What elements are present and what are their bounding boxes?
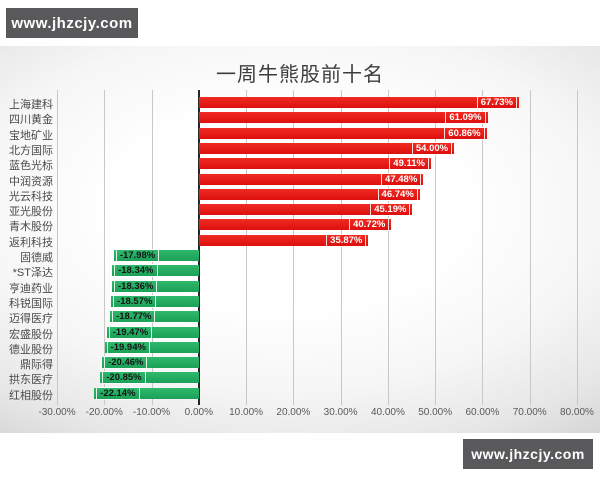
gridline bbox=[57, 90, 58, 405]
value-label: -19.47% bbox=[108, 325, 153, 339]
category-label: 红相股份 bbox=[9, 389, 53, 402]
watermark-text: www.jhzcjy.com bbox=[471, 446, 585, 462]
bar-gain bbox=[198, 234, 369, 246]
category-label: 固德威 bbox=[20, 252, 53, 264]
gridline bbox=[435, 90, 437, 405]
gridline bbox=[577, 90, 578, 405]
bar-loss bbox=[110, 311, 199, 323]
value-label: 47.48% bbox=[381, 172, 422, 186]
bar-loss bbox=[106, 326, 199, 338]
category-label: *ST泽达 bbox=[12, 267, 53, 280]
value-label: -18.77% bbox=[112, 310, 156, 324]
category-label: 拱东医疗 bbox=[9, 374, 53, 387]
gridline bbox=[151, 90, 153, 405]
category-label: 科锐国际 bbox=[9, 297, 53, 310]
bar-loss bbox=[113, 250, 199, 261]
value-label: -18.34% bbox=[114, 264, 158, 278]
watermark-bottom-right: www.jhzcjy.com bbox=[463, 439, 593, 469]
bar-loss bbox=[104, 341, 199, 353]
value-label: -22.14% bbox=[96, 386, 140, 400]
category-label: 中润资源 bbox=[9, 175, 53, 188]
gridline bbox=[104, 90, 106, 405]
x-axis-tick-label: 60.00% bbox=[465, 407, 500, 418]
chart-title: 一周牛熊股前十名 bbox=[216, 64, 384, 86]
x-axis-tick-label: 0.00% bbox=[184, 407, 213, 418]
bar-gain bbox=[198, 97, 519, 108]
category-label: 四川黄金 bbox=[9, 114, 53, 127]
category-label: 亚光股份 bbox=[9, 206, 53, 219]
bar-loss bbox=[102, 357, 199, 369]
value-label: 35.87% bbox=[326, 233, 367, 247]
bar-gain bbox=[198, 158, 431, 170]
category-label: 上海建科 bbox=[9, 99, 53, 111]
x-axis-tick-label: 20.00% bbox=[276, 407, 311, 418]
x-axis-tick-label: -30.00% bbox=[38, 407, 76, 418]
bar-gain bbox=[198, 127, 487, 139]
bar-loss bbox=[111, 295, 199, 307]
category-label: 亨迪药业 bbox=[9, 282, 53, 295]
value-label: -19.94% bbox=[106, 340, 150, 354]
gridline bbox=[482, 90, 484, 405]
gridline bbox=[293, 90, 295, 405]
value-label: -20.46% bbox=[104, 356, 148, 370]
bar-gain bbox=[198, 204, 413, 216]
category-label: 青木股份 bbox=[9, 221, 53, 234]
watermark-text: www.jhzcjy.com bbox=[11, 14, 133, 32]
category-label: 宏盛股份 bbox=[9, 328, 53, 341]
x-axis-tick-label: 80.00% bbox=[560, 407, 594, 418]
value-label: 54.00% bbox=[411, 141, 453, 155]
bar-loss bbox=[112, 280, 199, 292]
value-label: 61.09% bbox=[445, 111, 486, 125]
bar-gain bbox=[198, 188, 420, 200]
category-label: 光云科技 bbox=[9, 190, 53, 203]
x-axis-tick-label: -20.00% bbox=[85, 407, 123, 418]
value-label: 45.19% bbox=[370, 203, 411, 217]
category-label: 德业股份 bbox=[9, 343, 53, 356]
x-axis-tick-label: 10.00% bbox=[229, 407, 264, 418]
x-axis-tick-label: 40.00% bbox=[370, 407, 405, 418]
gridline bbox=[387, 90, 389, 405]
category-label: 迈得医疗 bbox=[9, 313, 53, 326]
value-label: -17.98% bbox=[115, 249, 160, 262]
x-axis-tick-label: 50.00% bbox=[418, 407, 453, 418]
bar-gain bbox=[198, 173, 424, 185]
x-axis-tick-label: 70.00% bbox=[512, 407, 547, 418]
value-label: 49.11% bbox=[389, 157, 429, 171]
x-axis-tick-label: -10.00% bbox=[132, 407, 171, 418]
value-label: 67.73% bbox=[476, 96, 517, 109]
watermark-top-left: www.jhzcjy.com bbox=[6, 8, 138, 38]
bar-loss bbox=[100, 372, 199, 384]
category-label: 北方国际 bbox=[9, 144, 53, 157]
bar-gain bbox=[198, 142, 455, 154]
bar-gain bbox=[198, 219, 392, 231]
category-label: 返利科技 bbox=[9, 236, 53, 249]
bar-loss bbox=[94, 387, 199, 399]
value-label: -18.57% bbox=[113, 294, 157, 308]
category-label: 宝地矿业 bbox=[9, 129, 53, 142]
bar-loss bbox=[112, 265, 199, 277]
x-axis-tick-label: 30.00% bbox=[323, 407, 358, 418]
gridline bbox=[246, 90, 248, 405]
category-label: 鼎际得 bbox=[20, 359, 53, 372]
value-label: -18.36% bbox=[114, 279, 158, 293]
gridline bbox=[340, 90, 342, 405]
gridline bbox=[529, 90, 531, 405]
category-label: 蓝色光标 bbox=[9, 160, 53, 173]
zero-axis-line bbox=[197, 90, 200, 405]
bar-gain bbox=[198, 112, 488, 124]
value-label: 60.86% bbox=[444, 126, 485, 140]
value-label: -20.85% bbox=[102, 371, 146, 385]
value-label: 46.74% bbox=[377, 187, 418, 201]
value-label: 40.72% bbox=[349, 218, 390, 232]
